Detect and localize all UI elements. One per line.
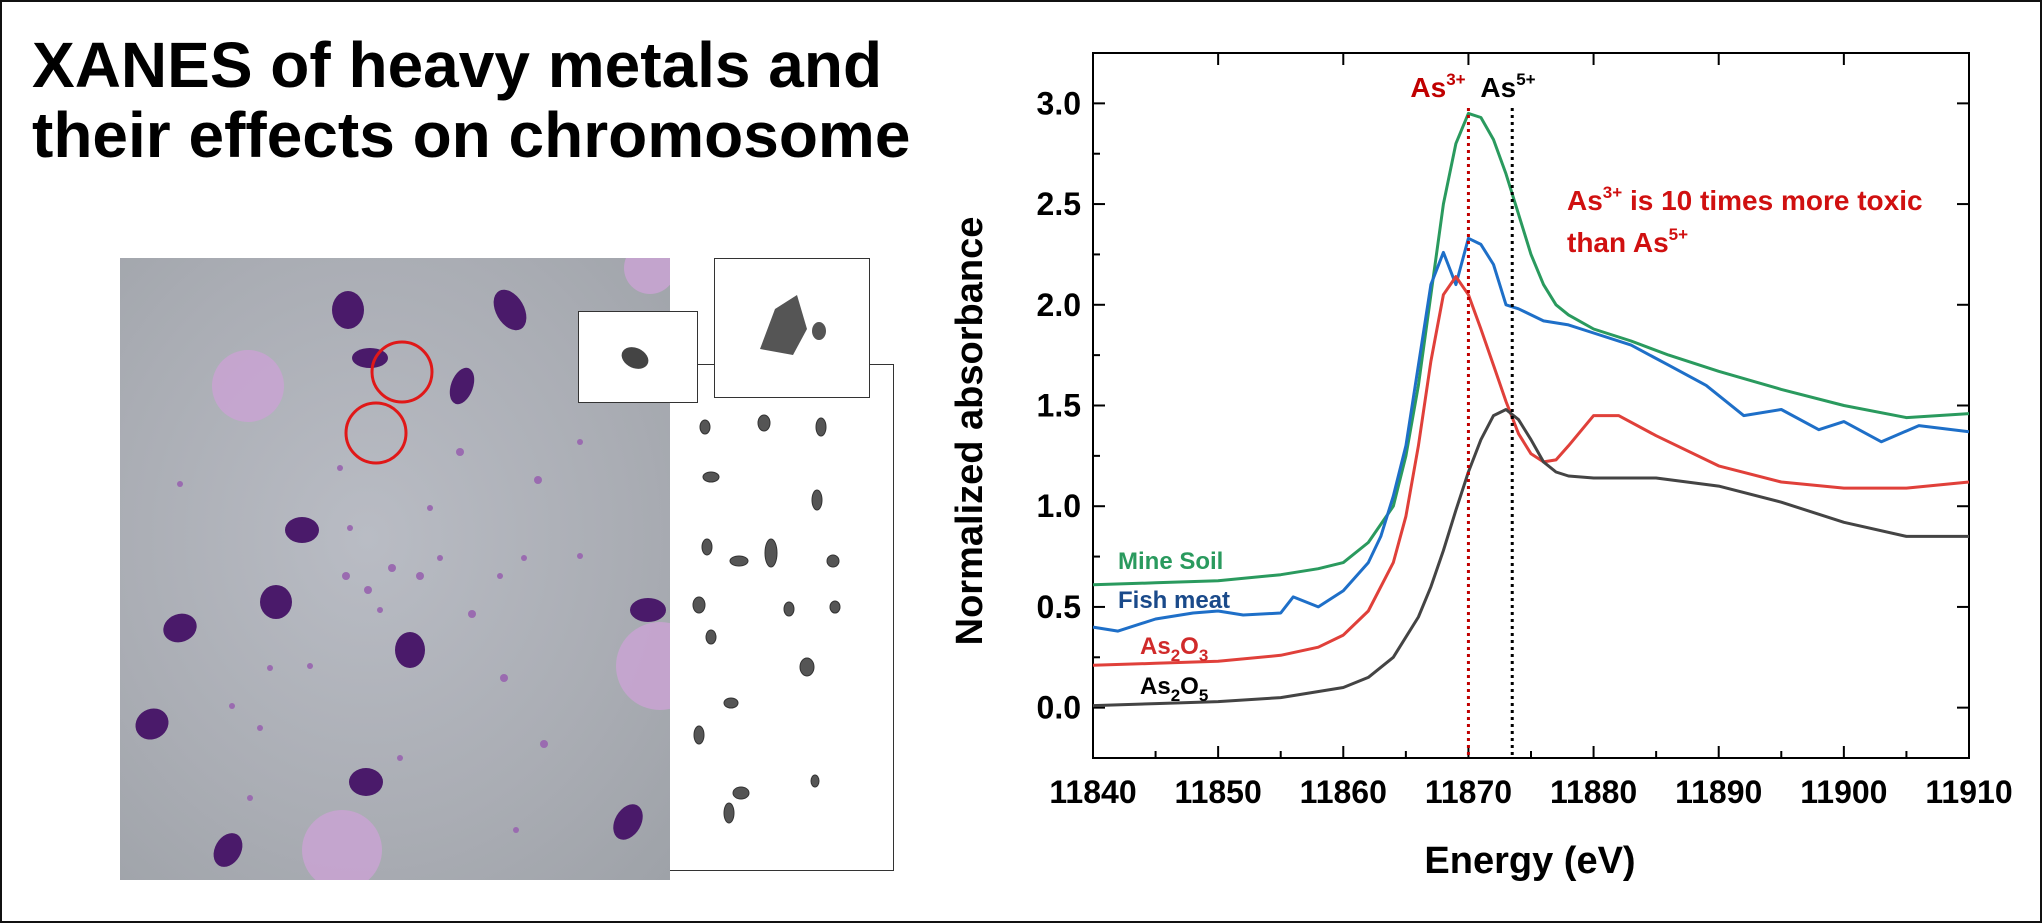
x-tick-label-7: 11910 <box>1925 774 2012 810</box>
y-tick-label-5: 2.5 <box>1037 186 1081 222</box>
karyotype-panel <box>668 364 894 871</box>
title-line-1: XANES of heavy metals and <box>32 29 883 101</box>
series-line-as2o3 <box>1092 275 1970 667</box>
y-tick-label-4: 2.0 <box>1037 287 1081 323</box>
label-as2o3: As2O3 <box>1140 633 1208 665</box>
x-tick-label-4: 11880 <box>1550 774 1637 810</box>
plot-area <box>1092 52 1970 759</box>
x-axis-title: Energy (eV) <box>1424 840 1635 882</box>
label-as2o5: As2O5 <box>1140 673 1208 705</box>
title-line-2: their effects on chromosome <box>32 99 911 171</box>
label-fish-meat: Fish meat <box>1118 587 1230 614</box>
microscope-chromosome-image <box>135 258 670 880</box>
micrograph <box>120 258 670 880</box>
x-tick-label-5: 11890 <box>1675 774 1762 810</box>
y-tick-label-6: 3.0 <box>1037 85 1081 121</box>
y-tick-label-0: 0.0 <box>1037 690 1081 726</box>
reference-lines <box>1466 108 1514 758</box>
plot-frame <box>1092 52 1970 759</box>
x-tick-label-6: 11900 <box>1800 774 1887 810</box>
y-axis-title: Normalized absorbance <box>949 217 991 646</box>
page-title: XANES of heavy metals and their effects … <box>32 30 910 170</box>
axis-ticks: 11840 11850 11860 11870 11880 11890 11900 11910… <box>1037 53 2013 810</box>
series-group <box>1092 111 1970 708</box>
toxicity-line-1: As3+ is 10 times more toxic <box>1567 183 1923 216</box>
x-tick-label-0: 11840 <box>1049 774 1136 810</box>
as3-ref-label: As3+ <box>1410 70 1465 103</box>
y-tick-label-3: 1.5 <box>1037 388 1081 424</box>
as5-ref-label: As5+ <box>1480 70 1535 103</box>
chromosome-spread-image <box>692 414 841 824</box>
y-tick-label-1: 0.5 <box>1037 589 1081 625</box>
xanes-chart: 11840 11850 11860 11870 11880 11890 11900 11910… <box>949 52 2013 882</box>
x-tick-label-1: 11850 <box>1175 774 1262 810</box>
x-tick-label-2: 11860 <box>1300 774 1387 810</box>
toxicity-annotation: As3+ is 10 times more toxic than As5+ <box>1567 183 1930 258</box>
label-mine-soil: Mine Soil <box>1118 548 1223 575</box>
series-line-fish-meat <box>1092 236 1970 633</box>
series-line-as2o5 <box>1092 408 1969 708</box>
series-line-mine-soil <box>1092 111 1970 587</box>
x-tick-label-3: 11870 <box>1425 774 1512 810</box>
toxicity-line-2: than As5+ <box>1567 225 1688 258</box>
y-tick-label-2: 1.0 <box>1037 488 1081 524</box>
chromosome-inset-large <box>714 258 870 398</box>
chromosome-inset-small <box>578 311 698 403</box>
